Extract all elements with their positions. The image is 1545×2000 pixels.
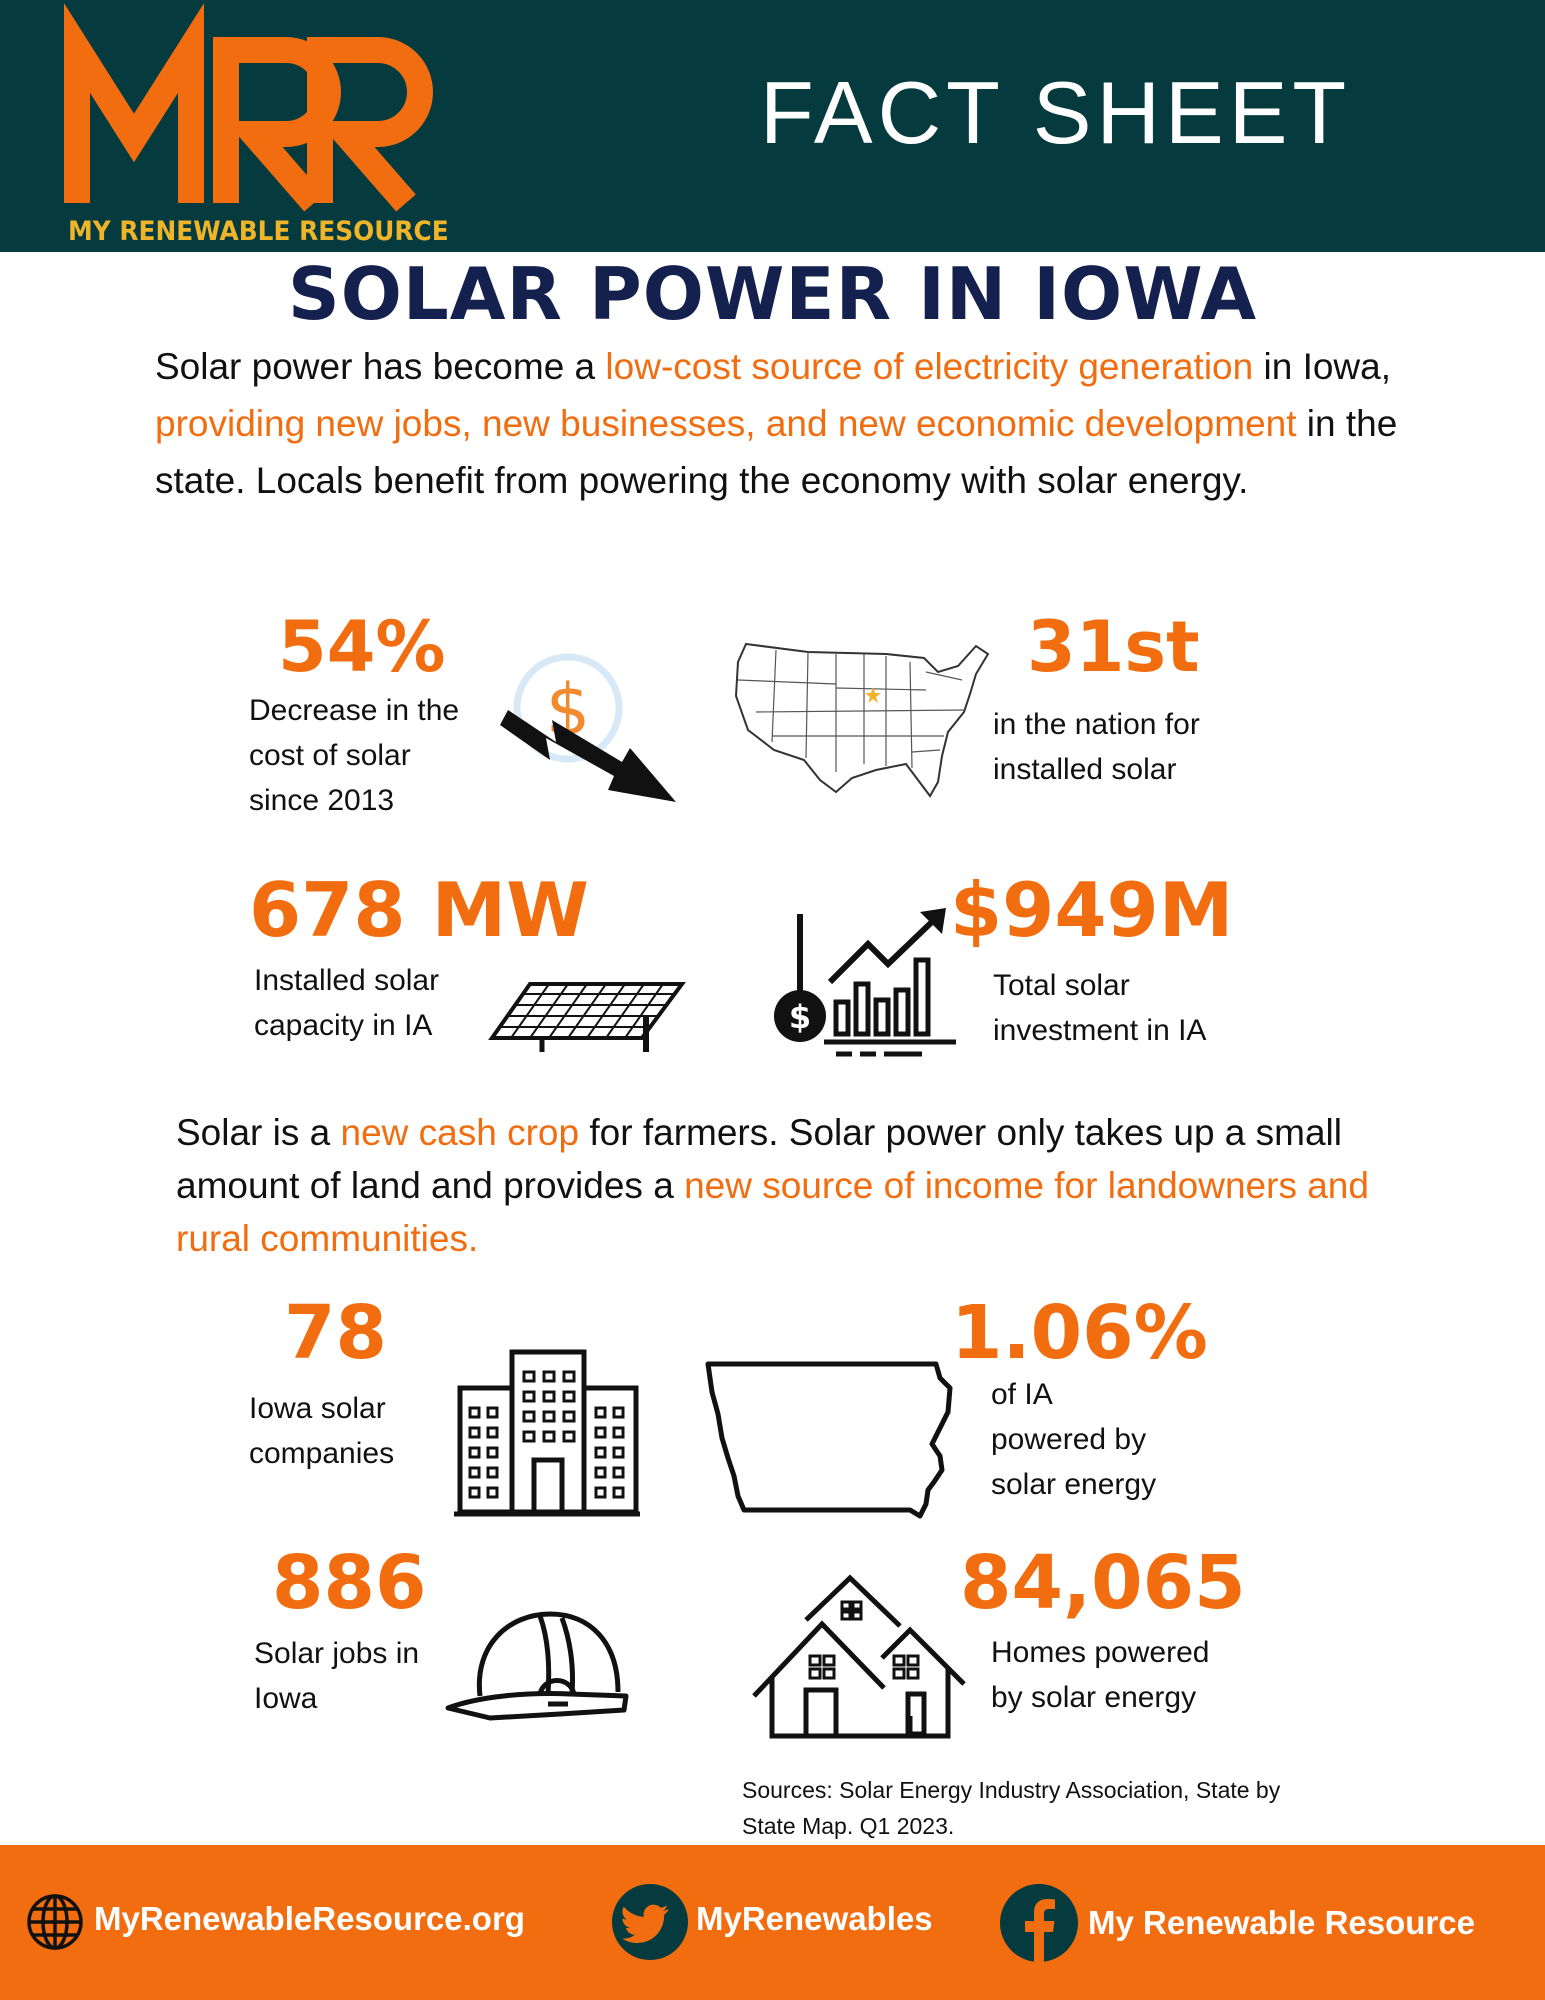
stat-value-capacity: 678 MW [249, 866, 590, 954]
svg-text:$: $ [789, 998, 811, 1036]
stat-label-rank: in the nation for installed solar [993, 708, 1200, 786]
us-map-icon [726, 632, 996, 807]
mrr-logo [64, 3, 433, 213]
stat-label-cost-decrease: Decrease in the cost of solar since 2013 [249, 694, 460, 817]
farm-highlight: new source of income for landowners and … [176, 1165, 1369, 1259]
office-buildings-icon [452, 1348, 642, 1523]
stat-value-cost-decrease: 54% [278, 606, 446, 688]
houses-icon [752, 1574, 972, 1745]
page-title: SOLAR POWER IN IOWA [287, 252, 1258, 336]
stat-value-jobs: 886 [272, 1540, 427, 1626]
logo-text: MY RENEWABLE RESOURCE [68, 216, 449, 247]
stat-label-companies: Iowa solar companies [249, 1392, 395, 1470]
stat-value-homes: 84,065 [960, 1540, 1246, 1626]
stat-label-homes: Homes powered by solar energy [991, 1636, 1210, 1714]
facebook-icon[interactable] [1000, 1884, 1078, 1967]
stat-label-investment: Total solar investment in IA [993, 969, 1207, 1047]
iowa-map-icon [704, 1358, 954, 1527]
farm-paragraph: Solar is a new cash crop for farmers. So… [176, 1106, 1396, 1265]
farm-text: for farmers. Solar power only takes up a… [176, 1112, 1343, 1206]
intro-text: Solar power has become a [155, 346, 606, 387]
twitter-handle[interactable]: MyRenewables [696, 1900, 933, 1937]
stat-value-companies: 78 [284, 1290, 387, 1376]
solar-panel-icon [488, 978, 690, 1059]
intro-text: in Iowa, [1253, 346, 1392, 387]
intro-paragraph: Solar power has become a low-cost source… [155, 338, 1415, 509]
intro-highlight: providing new jobs, new businesses, and … [155, 403, 1297, 444]
sources-note: Sources: Solar Energy Industry Associati… [742, 1777, 1281, 1839]
mrr-logo-icon [64, 3, 433, 212]
intro-highlight: low-cost source of electricity generatio… [605, 346, 1254, 387]
investment-chart-icon: $ [760, 904, 960, 1059]
stat-value-rank: 31st [1027, 606, 1200, 688]
fact-sheet-heading: FACT SHEET [760, 63, 1352, 162]
footer-bar [0, 1845, 1545, 2000]
farm-highlight: new cash crop [340, 1112, 580, 1153]
stat-label-percent-solar: of IA powered by solar energy [991, 1378, 1157, 1501]
stat-label-capacity: Installed solar capacity in IA [254, 964, 440, 1042]
stat-value-investment: $949M [950, 866, 1234, 954]
globe-icon [26, 1893, 84, 1956]
intro-text: in the state. Locals benefit from poweri… [155, 403, 1398, 501]
twitter-icon[interactable] [612, 1884, 688, 1965]
stat-value-percent-solar: 1.06% [951, 1290, 1208, 1376]
farm-text: Solar is a [176, 1112, 341, 1153]
dollar-down-arrow-icon: $ [490, 650, 690, 815]
website-link[interactable]: MyRenewableResource.org [94, 1900, 525, 1937]
stat-label-jobs: Solar jobs in Iowa [254, 1637, 420, 1715]
hard-hat-icon [440, 1604, 630, 1729]
facebook-page[interactable]: My Renewable Resource [1088, 1904, 1475, 1941]
